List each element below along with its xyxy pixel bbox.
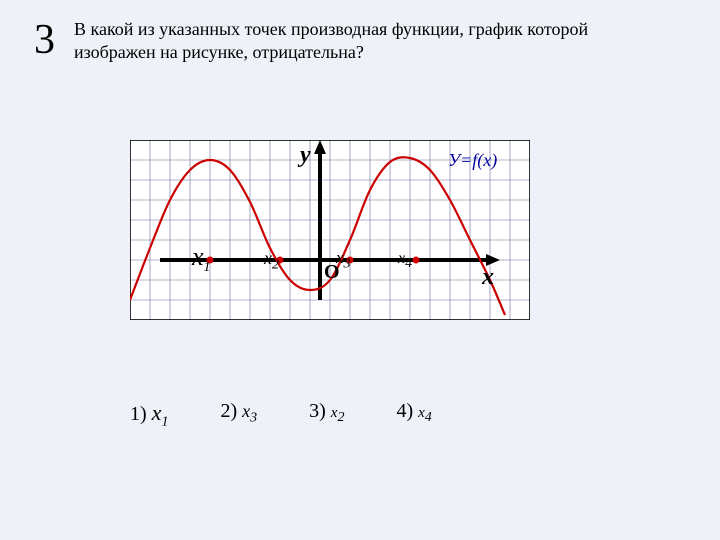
svg-text:y: y xyxy=(297,142,311,168)
function-label: У=f(x) xyxy=(448,150,497,171)
answer-option-3: 3) x2 xyxy=(309,400,344,430)
function-label-prefix: У=f( xyxy=(448,150,483,170)
point-label-x1: x1 xyxy=(192,242,211,276)
svg-text:x: x xyxy=(481,264,494,290)
question-number: 3 xyxy=(34,16,55,64)
question-text: В какой из указанных точек производная ф… xyxy=(74,18,654,63)
point-label-x4: x4 xyxy=(398,250,412,272)
answer-options: 1) x1 2) x3 3) x2 4) x4 xyxy=(130,400,432,430)
answer-option-2: 2) x3 xyxy=(220,400,257,430)
point-label-x3: x3 xyxy=(336,248,351,272)
function-label-suffix: ) xyxy=(491,150,497,170)
point-label-x2: x2 xyxy=(264,248,279,274)
answer-option-1: 1) x1 xyxy=(130,400,168,430)
answer-option-4: 4) x4 xyxy=(396,400,431,430)
